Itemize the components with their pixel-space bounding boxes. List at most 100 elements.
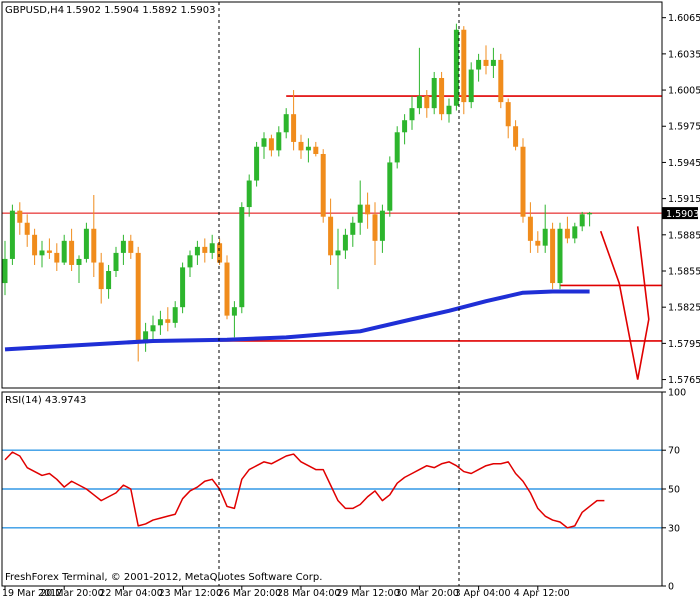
rsi-y-tick-label: 50 bbox=[668, 485, 680, 496]
candle-body bbox=[17, 210, 23, 223]
candle-body bbox=[357, 204, 363, 223]
candle bbox=[172, 301, 178, 328]
candle-body bbox=[587, 213, 593, 215]
y-tick-label: 1.6035 bbox=[668, 49, 700, 60]
chart-header-instrument: GBPUSD,H4 bbox=[5, 5, 64, 16]
candle bbox=[276, 126, 282, 157]
candle bbox=[268, 134, 274, 157]
x-tick-label: 22 Mar 04:00 bbox=[99, 588, 162, 599]
candle-body bbox=[276, 132, 282, 151]
candle bbox=[468, 62, 474, 109]
candle-body bbox=[431, 77, 437, 109]
candle bbox=[209, 234, 215, 259]
candle-body bbox=[98, 262, 104, 290]
candle bbox=[69, 228, 75, 271]
candle-body bbox=[165, 319, 171, 323]
candle bbox=[165, 307, 171, 332]
candle-body bbox=[416, 96, 422, 109]
candle bbox=[535, 231, 541, 253]
candle-body bbox=[135, 252, 141, 344]
candle-body bbox=[83, 228, 89, 259]
candle-body bbox=[24, 222, 30, 235]
rsi-line bbox=[4, 451, 605, 529]
candle bbox=[283, 108, 289, 139]
candle bbox=[194, 240, 200, 265]
candle bbox=[61, 234, 67, 265]
x-tick-label: 4 Apr 12:00 bbox=[514, 588, 570, 599]
candle bbox=[305, 138, 311, 163]
candle-body bbox=[476, 59, 482, 70]
candle-body bbox=[305, 146, 311, 151]
candle-body bbox=[217, 243, 223, 263]
candle bbox=[424, 90, 430, 118]
candle bbox=[564, 216, 570, 244]
candle-body bbox=[39, 250, 45, 256]
candle-body bbox=[254, 146, 260, 181]
candle-body bbox=[490, 59, 496, 66]
candle bbox=[402, 114, 408, 145]
candle-body bbox=[202, 246, 208, 253]
candle-body bbox=[342, 234, 348, 251]
candle bbox=[350, 216, 356, 247]
candle-body bbox=[187, 255, 193, 268]
candle bbox=[180, 262, 186, 314]
candle bbox=[246, 174, 252, 217]
candle-body bbox=[239, 207, 245, 308]
candle bbox=[572, 222, 578, 244]
candle-body bbox=[542, 228, 548, 246]
candle-body bbox=[365, 204, 371, 215]
x-tick-label: 29 Mar 12:00 bbox=[336, 588, 399, 599]
candle bbox=[365, 192, 371, 229]
candle-body bbox=[268, 138, 274, 151]
candle bbox=[520, 138, 526, 223]
x-tick-label: 20 Mar 20:00 bbox=[40, 588, 103, 599]
candle-body bbox=[579, 214, 585, 227]
candle-body bbox=[372, 214, 378, 241]
candle bbox=[39, 240, 45, 268]
rsi-y-tick-label: 70 bbox=[668, 446, 680, 457]
x-tick-label: 23 Mar 12:00 bbox=[159, 588, 222, 599]
candle-body bbox=[106, 270, 112, 290]
candle-body bbox=[61, 240, 67, 263]
projection-line bbox=[599, 226, 650, 380]
candle-body bbox=[224, 262, 230, 316]
candle bbox=[202, 238, 208, 263]
candle bbox=[557, 222, 563, 290]
candle bbox=[320, 149, 326, 223]
candle-body bbox=[150, 325, 156, 332]
candle bbox=[579, 211, 585, 232]
candle-body bbox=[461, 29, 467, 103]
price-pane-frame bbox=[1, 1, 663, 389]
candle-body bbox=[453, 29, 459, 106]
candle bbox=[54, 243, 60, 271]
candle bbox=[416, 47, 422, 115]
candle bbox=[483, 45, 489, 75]
candle-body bbox=[424, 96, 430, 109]
candle-body bbox=[91, 228, 97, 263]
candle bbox=[150, 315, 156, 340]
candle bbox=[113, 246, 119, 278]
candle bbox=[431, 71, 437, 115]
candle-body bbox=[313, 146, 319, 154]
candle-body bbox=[350, 222, 356, 235]
candle-body bbox=[291, 114, 297, 142]
candle bbox=[46, 238, 52, 259]
y-tick-label: 1.6065 bbox=[668, 13, 700, 24]
candle-body bbox=[402, 120, 408, 133]
candle bbox=[527, 202, 533, 253]
candle-body bbox=[46, 250, 52, 253]
candle bbox=[313, 141, 319, 157]
candle bbox=[490, 47, 496, 78]
candle-body bbox=[180, 267, 186, 308]
candle bbox=[120, 234, 126, 265]
candle-body bbox=[513, 126, 519, 147]
candle-body bbox=[483, 59, 489, 66]
current-price-box bbox=[662, 207, 698, 220]
candle-body bbox=[194, 246, 200, 256]
candle-body bbox=[76, 258, 82, 265]
candle bbox=[157, 310, 163, 335]
candle bbox=[106, 264, 112, 299]
candle-body bbox=[468, 69, 474, 103]
candle bbox=[439, 71, 445, 121]
candle bbox=[298, 134, 304, 159]
